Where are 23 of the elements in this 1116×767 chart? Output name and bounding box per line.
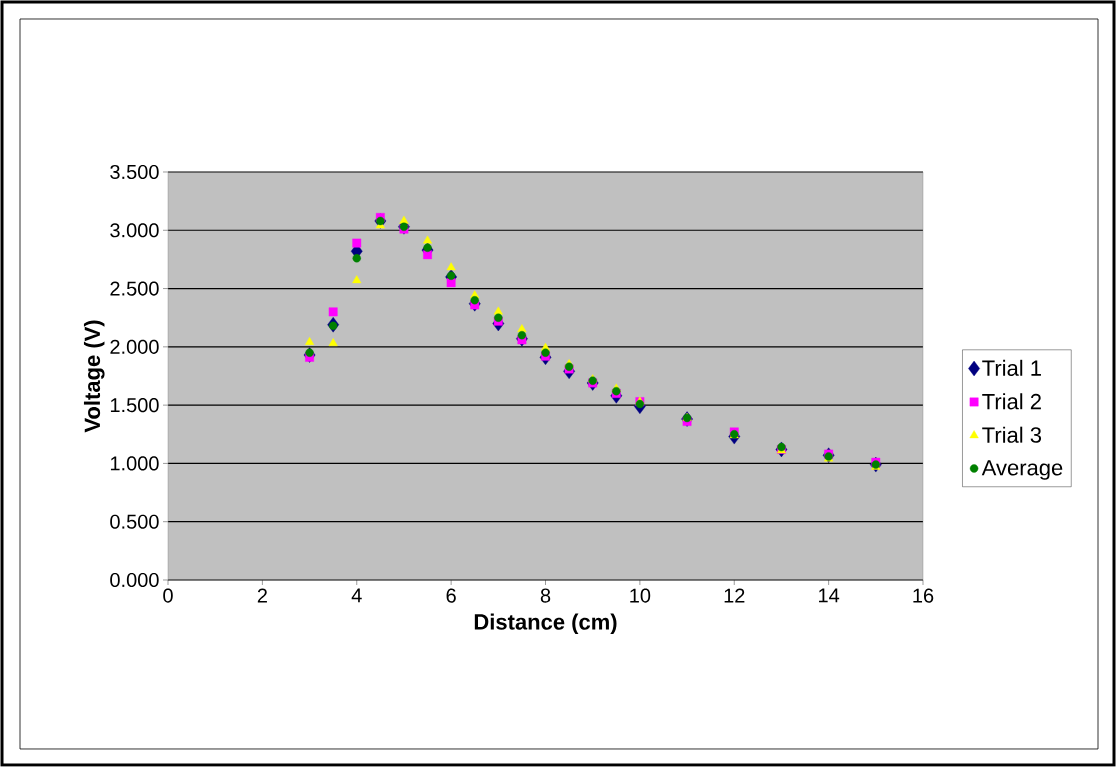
legend-label: Trial 1 [982, 359, 1041, 376]
x-tick-label: 8 [540, 588, 551, 603]
x-axis-title: Distance (cm) [474, 613, 617, 635]
y-axis-title: Voltage (V) [83, 320, 105, 433]
x-tick-label: 12 [724, 588, 745, 603]
legend-label: Trial 2 [982, 393, 1041, 410]
y-tick-label: 1.500 [110, 398, 159, 413]
x-tick-label: 2 [257, 588, 267, 603]
x-tick-label: 6 [446, 588, 456, 603]
legend-label: Trial 3 [982, 426, 1042, 443]
x-tick-label: 10 [630, 588, 651, 603]
x-tick-label: 14 [819, 588, 840, 603]
x-tick-label: 4 [351, 588, 362, 603]
y-tick-label: 2.500 [110, 281, 159, 296]
y-tick-label: 3.000 [110, 223, 159, 238]
x-tick-label: 16 [913, 588, 934, 603]
y-tick-label: 2.000 [110, 339, 159, 354]
y-tick-label: 3.500 [110, 164, 159, 180]
y-tick-label: 1.000 [110, 456, 159, 471]
y-tick-label: 0.500 [110, 514, 159, 529]
legend-label: Average [981, 460, 1063, 480]
x-tick-label: 0 [163, 588, 173, 603]
y-tick-label: 0.000 [110, 572, 159, 588]
